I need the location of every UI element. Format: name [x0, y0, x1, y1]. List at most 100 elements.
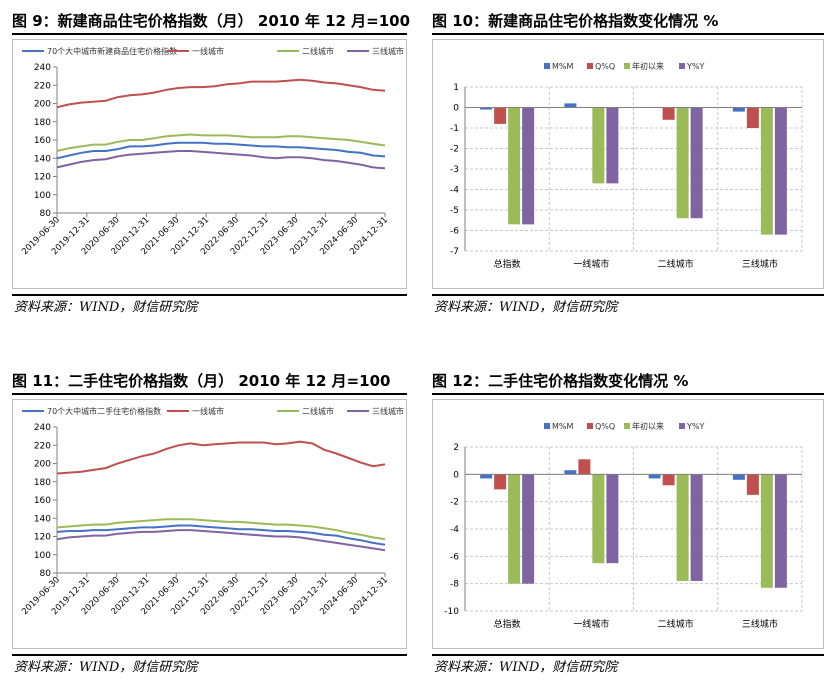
- y-tick-label: 220: [34, 441, 51, 451]
- legend-label: 二线城市: [302, 406, 334, 416]
- series-line-1: [56, 440, 386, 475]
- series-line-1: [56, 78, 386, 109]
- line-chart-new-home: 70个大中城市新建商品住宅价格指数 一线城市 二线城市 三线城市 80 100 120 140…: [12, 39, 407, 289]
- y-tick-label: 100: [34, 551, 51, 561]
- chart-area: M%M Q%Q 年初以来 Y%Y 1 0 -1 -2 -3 -4 -5 -6 -7 总指数 一线城市 二线城市…: [432, 39, 824, 289]
- bar-chart-second-hand-change: M%M Q%Q 年初以来 Y%Y 2 0 -2 -4 -6 -8 -10 总指数 一线城市 二线城市 三线城…: [432, 399, 824, 649]
- x-category-label: 二线城市: [658, 258, 694, 270]
- chart-area: 70个大中城市二手住宅价格指数 一线城市 二线城市 三线城市 80 100 120 140 16…: [12, 399, 407, 649]
- y-tick-label: 160: [34, 136, 51, 146]
- legend-label: Q%Q: [595, 422, 615, 431]
- y-tick-label: 120: [34, 173, 51, 183]
- x-category-label: 总指数: [494, 258, 521, 270]
- bar-2-1: [592, 107, 605, 184]
- legend-label: 一线城市: [192, 406, 224, 416]
- y-tick-label: -4: [450, 186, 459, 196]
- y-tick-label: 80: [40, 569, 52, 579]
- bar-0-3: [732, 474, 745, 480]
- x-category-label: 一线城市: [573, 618, 609, 630]
- bar-1-3: [746, 474, 759, 495]
- chart-source: 资料来源：WIND，财信研究院: [12, 294, 407, 320]
- y-tick-label: -10: [444, 607, 459, 617]
- bar-3-0: [522, 107, 535, 225]
- series-line-2: [56, 133, 386, 152]
- y-tick-label: -1: [450, 124, 459, 134]
- y-tick-label: 180: [34, 118, 51, 128]
- bar-0-1: [564, 103, 577, 108]
- y-tick-label: -6: [450, 227, 459, 237]
- legend-swatch: [544, 63, 550, 69]
- y-tick-label: -3: [450, 165, 459, 175]
- bar-2-3: [760, 474, 773, 588]
- bar-1-1: [578, 459, 591, 475]
- bar-3-1: [606, 107, 619, 184]
- bar-1-3: [746, 107, 759, 128]
- legend-label: Y%Y: [686, 62, 704, 71]
- y-tick-label: 0: [453, 104, 459, 114]
- legend-label: Y%Y: [686, 422, 704, 431]
- bar-3-1: [606, 474, 619, 564]
- legend-swatch: [587, 423, 593, 429]
- bar-2-0: [508, 107, 521, 225]
- chart-border: [12, 399, 407, 649]
- chart-title: 图 10：新建商品住宅价格指数变化情况 %: [432, 9, 824, 35]
- x-category-label: 三线城市: [742, 258, 778, 270]
- series-line-0: [56, 524, 386, 546]
- chart-source: 资料来源：WIND，财信研究院: [432, 654, 824, 680]
- y-tick-label: 120: [34, 533, 51, 543]
- chart-source: 资料来源：WIND，财信研究院: [12, 654, 407, 680]
- y-tick-label: 240: [34, 423, 51, 433]
- bar-1-2: [662, 474, 675, 486]
- y-tick-label: 100: [34, 191, 51, 201]
- bar-2-2: [676, 474, 689, 581]
- legend-label: 三线城市: [372, 46, 404, 56]
- y-tick-label: -2: [450, 498, 459, 508]
- bar-2-0: [508, 474, 521, 584]
- panel-second-hand-change: 图 12：二手住宅价格指数变化情况 % M%M Q%Q 年初以来 Y%Y 2 0 -2 -4 -…: [432, 369, 824, 679]
- chart-border: [432, 399, 824, 649]
- y-tick-label: 200: [34, 460, 51, 470]
- y-tick-label: 140: [34, 514, 51, 524]
- bar-1-2: [662, 107, 675, 120]
- legend-label: 年初以来: [632, 421, 664, 431]
- y-tick-label: -2: [450, 145, 459, 155]
- y-tick-label: 140: [34, 154, 51, 164]
- legend-label: 一线城市: [192, 46, 224, 56]
- bar-2-1: [592, 474, 605, 564]
- chart-title: 图 12：二手住宅价格指数变化情况 %: [432, 369, 824, 395]
- legend-swatch: [544, 423, 550, 429]
- x-category-label: 一线城市: [573, 258, 609, 270]
- legend-label: 二线城市: [302, 46, 334, 56]
- line-chart-second-hand: 70个大中城市二手住宅价格指数 一线城市 二线城市 三线城市 80 100 120 140 16…: [12, 399, 407, 649]
- panel-new-home-change: 图 10：新建商品住宅价格指数变化情况 % M%M Q%Q 年初以来 Y%Y 1 0 -1 -…: [432, 9, 824, 319]
- bar-chart-new-home-change: M%M Q%Q 年初以来 Y%Y 1 0 -1 -2 -3 -4 -5 -6 -7 总指数 一线城市 二线城市…: [432, 39, 824, 289]
- legend-label: 70个大中城市二手住宅价格指数: [47, 406, 161, 416]
- legend-label: 70个大中城市新建商品住宅价格指数: [47, 46, 177, 56]
- chart-source: 资料来源：WIND，财信研究院: [432, 294, 824, 320]
- legend-label: 年初以来: [632, 61, 664, 71]
- panel-second-hand-index: 图 11：二手住宅价格指数（月） 2010 年 12 月=100 70个大中城市…: [12, 369, 407, 679]
- bar-0-3: [732, 107, 745, 112]
- y-tick-label: -6: [450, 552, 459, 562]
- y-tick-label: 200: [34, 100, 51, 110]
- x-category-label: 总指数: [494, 618, 521, 630]
- bar-3-3: [774, 107, 787, 235]
- y-tick-label: 240: [34, 63, 51, 73]
- legend-label: 三线城市: [372, 406, 404, 416]
- y-tick-label: -4: [450, 525, 459, 535]
- bar-3-2: [690, 474, 703, 581]
- bar-3-0: [522, 474, 535, 584]
- legend-swatch: [679, 63, 685, 69]
- legend-swatch: [587, 63, 593, 69]
- y-tick-label: 220: [34, 81, 51, 91]
- bar-0-2: [648, 474, 661, 479]
- legend-label: M%M: [552, 62, 574, 71]
- bar-2-3: [760, 107, 773, 235]
- bar-1-0: [494, 474, 507, 490]
- legend-swatch: [679, 423, 685, 429]
- y-tick-label: -7: [450, 247, 459, 257]
- bar-2-2: [676, 107, 689, 219]
- legend-label: M%M: [552, 422, 574, 431]
- y-tick-label: 180: [34, 478, 51, 488]
- panel-new-home-index: 图 9：新建商品住宅价格指数（月） 2010 年 12 月=100 70个大中城…: [12, 9, 410, 320]
